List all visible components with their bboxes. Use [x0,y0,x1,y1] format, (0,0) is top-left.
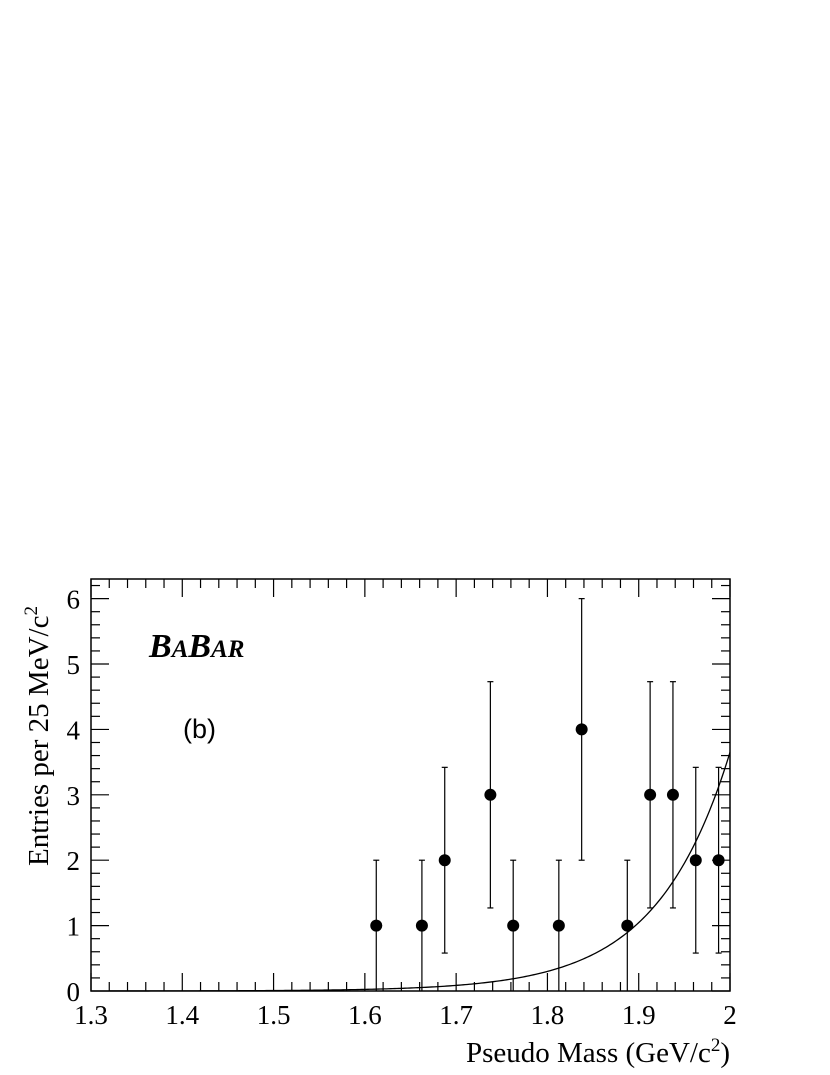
panel-label: (b) [183,714,216,744]
x-tick-label: 2 [723,1000,737,1030]
plot-frame [90,578,731,992]
x-tick-label: 1.5 [257,1000,291,1030]
y-tick-label: 2 [67,846,81,876]
babar-logo: BABAR [148,628,244,665]
x-tick-label: 1.7 [439,1000,473,1030]
data-point [507,919,520,932]
data-point [575,723,588,736]
data-point [689,854,702,867]
data-point [712,854,725,867]
y-tick-label: 5 [67,650,81,680]
fit-curve [109,752,731,992]
x-tick-labels: 1.3 1.4 1.5 1.6 1.7 1.8 1.9 2 [74,1000,737,1030]
x-tick-label: 1.4 [165,1000,199,1030]
data-point [370,919,383,932]
data-point [438,854,451,867]
data-point [621,919,634,932]
y-tick-label: 6 [67,585,81,615]
x-tick-label: 1.6 [348,1000,382,1030]
y-tick-labels: 0 1 2 3 4 5 6 [67,585,81,1007]
y-tick-label: 3 [67,781,81,811]
x-axis-title: Pseudo Mass (GeV/c2) [466,1035,730,1069]
data-point [666,788,679,801]
x-tick-label: 1.3 [74,1000,108,1030]
y-tick-label: 0 [67,977,81,1007]
data-point [644,788,657,801]
data-points [370,598,725,991]
x-tick-label: 1.8 [531,1000,565,1030]
data-point [415,919,428,932]
y-axis-title: Entries per 25 MeV/c2 [21,606,55,866]
x-tick-label: 1.9 [622,1000,656,1030]
y-tick-label: 4 [67,715,81,745]
y-tick-label: 1 [67,912,81,942]
data-point [552,919,565,932]
data-point [484,788,497,801]
